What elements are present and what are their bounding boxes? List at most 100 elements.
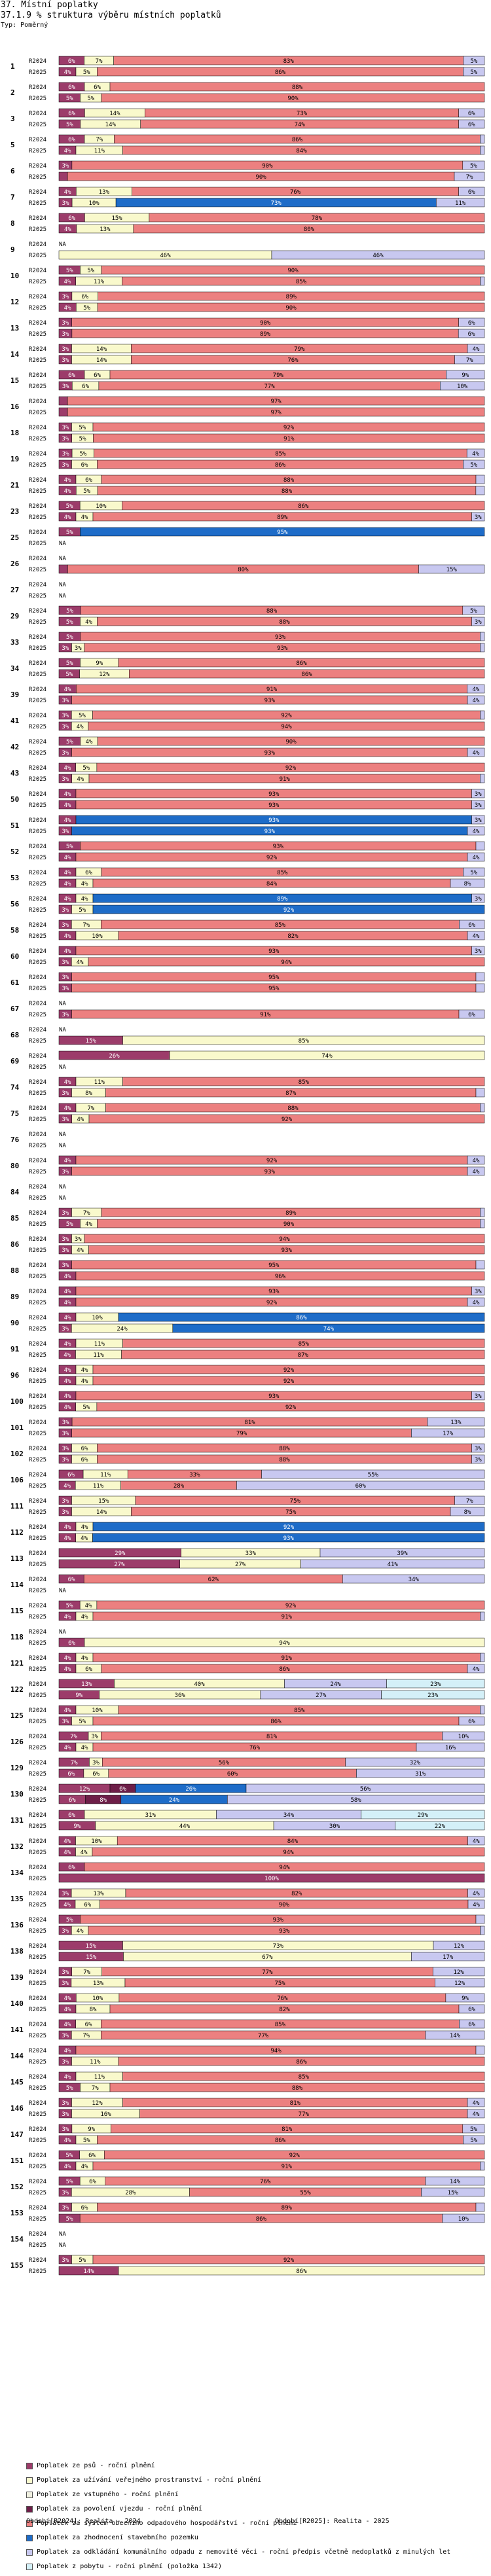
- bar-segment: [421, 2187, 485, 2197]
- data-label: 4%: [473, 2100, 480, 2107]
- data-label: 55%: [300, 2190, 311, 2196]
- data-label: 88%: [279, 1457, 290, 1463]
- bar-segment: [118, 1312, 485, 1322]
- data-label: 91%: [282, 1655, 293, 1662]
- na-label: NA: [59, 1027, 66, 1033]
- group-label: 144: [10, 2052, 24, 2060]
- row-label: R2025: [29, 410, 46, 416]
- row-label: R2025: [29, 1562, 46, 1568]
- row-label: R2025: [29, 2242, 46, 2249]
- data-label: 74%: [295, 122, 306, 128]
- data-label: 27%: [114, 1562, 125, 1568]
- row-label: R2025: [29, 357, 46, 364]
- row-label: R2024: [29, 582, 46, 588]
- data-label: 10%: [458, 2216, 469, 2223]
- data-label: 4%: [64, 477, 71, 484]
- data-label: 86%: [301, 671, 312, 678]
- data-label: 4%: [81, 1614, 88, 1620]
- data-label: 5%: [82, 765, 90, 772]
- row-label: R2024: [29, 1367, 46, 1374]
- row-label: R2025: [29, 802, 46, 809]
- data-label: 88%: [279, 1446, 290, 1452]
- legend-swatch: [26, 2492, 33, 2498]
- bar-segment: [480, 1653, 485, 1662]
- data-label: 4%: [86, 739, 93, 745]
- data-label: 6%: [68, 215, 75, 222]
- data-label: 92%: [289, 2153, 300, 2159]
- data-label: 39%: [397, 1550, 408, 1557]
- group-label: 140: [10, 1999, 24, 2008]
- bar-segment: [98, 291, 485, 301]
- data-label: 87%: [298, 1352, 309, 1359]
- bar-segment: [471, 1454, 485, 1464]
- data-label: 8%: [90, 2007, 97, 2013]
- row-label: R2024: [29, 660, 46, 667]
- data-label: 3%: [62, 1117, 69, 1123]
- legend-swatch: [26, 2549, 33, 2556]
- data-label: 3%: [62, 1457, 69, 1463]
- data-label: 5%: [470, 870, 477, 876]
- bar-segment: [471, 946, 485, 956]
- data-label: 5%: [66, 619, 73, 626]
- data-label: 5%: [83, 305, 90, 312]
- group-label: 141: [10, 2026, 24, 2034]
- row-label: R2024: [29, 320, 46, 327]
- bar-segment: [471, 893, 485, 903]
- data-label: 3%: [62, 698, 69, 704]
- bar-segment: [92, 1533, 485, 1543]
- data-label: 3%: [91, 1734, 98, 1740]
- group-label: 29: [10, 612, 19, 620]
- row-label: R2025: [29, 96, 46, 102]
- data-label: 4%: [64, 1614, 71, 1620]
- data-label: 56%: [360, 1786, 371, 1793]
- bar-segment: [122, 2071, 485, 2081]
- data-label: 92%: [281, 713, 292, 719]
- data-label: 56%: [219, 1760, 230, 1766]
- data-label: 82%: [279, 2007, 290, 2013]
- data-label: 4%: [85, 619, 92, 626]
- bar-segment: [445, 1993, 485, 2003]
- data-label: 24%: [117, 1326, 128, 1333]
- row-label: R2025: [29, 593, 46, 599]
- data-label: 3%: [62, 1247, 69, 1254]
- data-label: 62%: [208, 1577, 219, 1583]
- data-label: 88%: [266, 608, 278, 615]
- group-label: 68: [10, 1031, 19, 1039]
- legend-item: Poplatek za povolení vjezdu - roční plně…: [26, 2504, 484, 2518]
- data-label: 10%: [458, 1734, 469, 1740]
- bar-segment: [356, 1768, 485, 1778]
- bar-segment: [122, 1338, 485, 1348]
- data-label: 6%: [68, 1577, 75, 1583]
- data-label: 93%: [268, 791, 280, 798]
- bar-segment: [84, 1862, 485, 1872]
- data-label: 14%: [83, 2268, 94, 2275]
- row-label: R2024: [29, 870, 46, 876]
- data-label: 87%: [285, 1090, 297, 1097]
- data-label: 10%: [457, 384, 468, 390]
- data-label: 3%: [475, 619, 482, 626]
- bar-segment: [467, 695, 485, 705]
- data-label: 22%: [435, 1823, 446, 1830]
- data-label: 6%: [468, 922, 475, 929]
- data-label: 5%: [87, 96, 94, 102]
- data-label: 13%: [93, 1980, 104, 1987]
- bar-segment: [411, 1952, 485, 1961]
- legend-swatch: [26, 2535, 33, 2541]
- data-label: 4%: [64, 226, 71, 233]
- bar-segment: [271, 250, 485, 260]
- data-label: 34%: [283, 1812, 295, 1819]
- bar-segment: [467, 344, 485, 353]
- data-label: 5%: [66, 2216, 73, 2223]
- data-label: 76%: [249, 1745, 261, 1751]
- group-label: 9: [10, 245, 15, 254]
- data-label: 4%: [64, 1079, 71, 1086]
- data-label: 4%: [81, 2164, 88, 2170]
- bar-segment: [92, 1365, 485, 1374]
- data-label: 4%: [81, 881, 88, 887]
- data-label: 6%: [468, 2007, 475, 2013]
- row-label: R2025: [29, 907, 46, 914]
- bar-segment: [480, 632, 485, 641]
- row-label: R2024: [29, 111, 46, 117]
- row-label: R2024: [29, 1158, 46, 1164]
- data-label: 4%: [473, 1666, 480, 1673]
